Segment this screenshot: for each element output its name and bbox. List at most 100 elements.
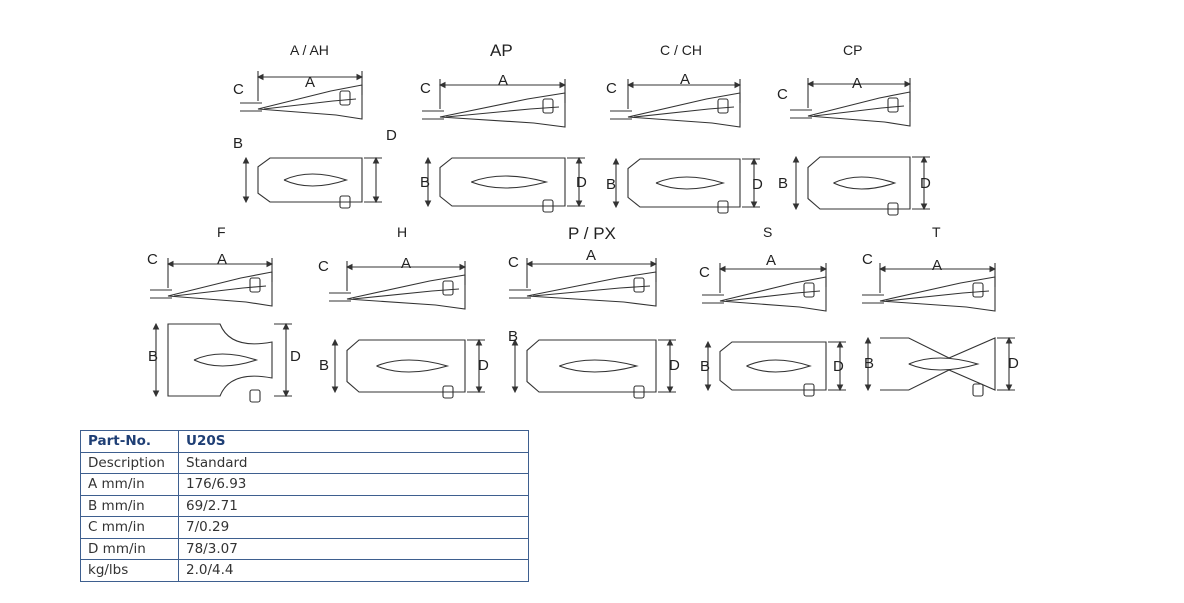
dim-a-label: A <box>766 252 777 269</box>
table-row: B mm/in 69/2.71 <box>80 494 529 517</box>
pin-lug <box>542 199 554 213</box>
dim-b-label: B <box>420 174 431 191</box>
tooth-side-view <box>346 274 466 310</box>
tooth-plan-view <box>257 157 363 203</box>
dim-b-label: B <box>864 355 875 372</box>
dim-d-label: D <box>576 174 587 191</box>
dim-d-label: D <box>669 357 680 374</box>
tooth-plan-rib <box>833 176 897 190</box>
dim-d-label: D <box>1008 355 1019 372</box>
tooth-side-view <box>627 92 741 128</box>
dim-d-label: D <box>290 348 301 365</box>
tooth-plan-view <box>526 339 657 393</box>
dim-b-label: B <box>508 328 519 345</box>
variant-title-ap: AP <box>490 41 513 60</box>
tooth-side-edge <box>885 290 990 302</box>
pin-lug <box>339 195 351 209</box>
tooth-drawings <box>150 71 1015 403</box>
tooth-plan-rib <box>376 359 450 373</box>
pin-lug <box>803 282 815 298</box>
dim-a-label: A <box>305 74 316 91</box>
pin-lug <box>442 385 454 399</box>
pin-lug <box>633 385 645 399</box>
tooth-plan-rib <box>746 359 812 373</box>
tooth-side-view <box>879 276 996 312</box>
tooth-plan-rib <box>193 353 259 367</box>
table-row: D mm/in 78/3.07 <box>80 537 529 560</box>
dim-c-label: C <box>233 81 244 98</box>
dim-a-label: A <box>932 257 943 274</box>
dim-a-label: A <box>498 72 509 89</box>
dim-b-label: B <box>319 357 330 374</box>
variant-title-s: S <box>763 224 773 240</box>
dim-b-label: B <box>233 135 244 152</box>
pin-lug <box>803 383 815 397</box>
table-row: C mm/in 7/0.29 <box>80 516 529 539</box>
spec-table: Part-No. U20S Description Standard A mm/… <box>80 430 529 582</box>
tooth-plan-view <box>439 157 566 207</box>
dim-a-label: A <box>680 71 691 88</box>
header-value: U20S <box>178 430 529 453</box>
variant-title-f: F <box>217 224 226 240</box>
row-value: 176/6.93 <box>178 473 529 496</box>
pin-lug <box>442 280 454 296</box>
dim-d-label: D <box>833 358 844 375</box>
tooth-plan-view <box>346 339 466 393</box>
row-value: 2.0/4.4 <box>178 559 529 582</box>
table-row: kg/lbs 2.0/4.4 <box>80 559 529 582</box>
header-key: Part-No. <box>80 430 179 453</box>
tooth-plan-view <box>719 341 827 391</box>
tooth-plan-view <box>807 156 911 210</box>
tooth-side-edge <box>173 285 267 297</box>
dim-c-label: C <box>606 80 617 97</box>
dim-b-label: B <box>778 175 789 192</box>
dim-b-label: B <box>148 348 159 365</box>
tooth-side-view <box>719 276 827 312</box>
row-value: 7/0.29 <box>178 516 529 539</box>
tooth-side-view <box>526 271 657 307</box>
tooth-side-edge <box>633 106 735 118</box>
pin-lug <box>717 200 729 214</box>
row-key: D mm/in <box>80 537 179 560</box>
row-key: A mm/in <box>80 473 179 496</box>
dim-c-label: C <box>318 258 329 275</box>
tooth-side-edge <box>445 106 560 118</box>
variant-title-h: H <box>397 224 408 240</box>
row-key: kg/lbs <box>80 559 179 582</box>
dim-a-label: A <box>852 75 863 92</box>
tooth-plan-rib <box>559 359 639 373</box>
dim-c-label: C <box>508 254 519 271</box>
tooth-plan-rib <box>908 357 980 371</box>
dim-a-label: A <box>401 255 412 272</box>
dim-d-label: D <box>478 357 489 374</box>
table-row: A mm/in 176/6.93 <box>80 473 529 496</box>
tooth-side-view <box>439 92 566 128</box>
tooth-plan-rib <box>655 176 726 190</box>
pin-lug <box>972 282 984 298</box>
tooth-plan-view <box>167 323 273 397</box>
dim-b-label: B <box>606 176 617 193</box>
tooth-side-view <box>807 91 911 127</box>
tooth-side-edge <box>263 98 357 110</box>
tooth-side-edge <box>352 288 460 300</box>
pin-lug <box>542 98 554 114</box>
variant-title-t: T <box>932 224 941 240</box>
dim-c-label: C <box>147 251 158 268</box>
tooth-side-edge <box>532 285 651 297</box>
dim-c-label: C <box>699 264 710 281</box>
pin-lug <box>887 97 899 113</box>
variant-title-p-px: P / PX <box>568 224 616 243</box>
row-value: Standard <box>178 451 529 474</box>
pin-lug <box>249 277 261 293</box>
dim-d-label: D <box>920 175 931 192</box>
dim-b-label: B <box>700 358 711 375</box>
dim-d-label: D <box>386 127 397 144</box>
dim-d-label: D <box>752 176 763 193</box>
row-key: B mm/in <box>80 494 179 517</box>
row-value: 69/2.71 <box>178 494 529 517</box>
pin-lug <box>972 383 984 397</box>
tooth-side-edge <box>813 105 905 117</box>
dim-c-label: C <box>862 251 873 268</box>
variant-title-a-ah: A / AH <box>290 42 329 58</box>
tooth-side-view <box>257 84 363 120</box>
